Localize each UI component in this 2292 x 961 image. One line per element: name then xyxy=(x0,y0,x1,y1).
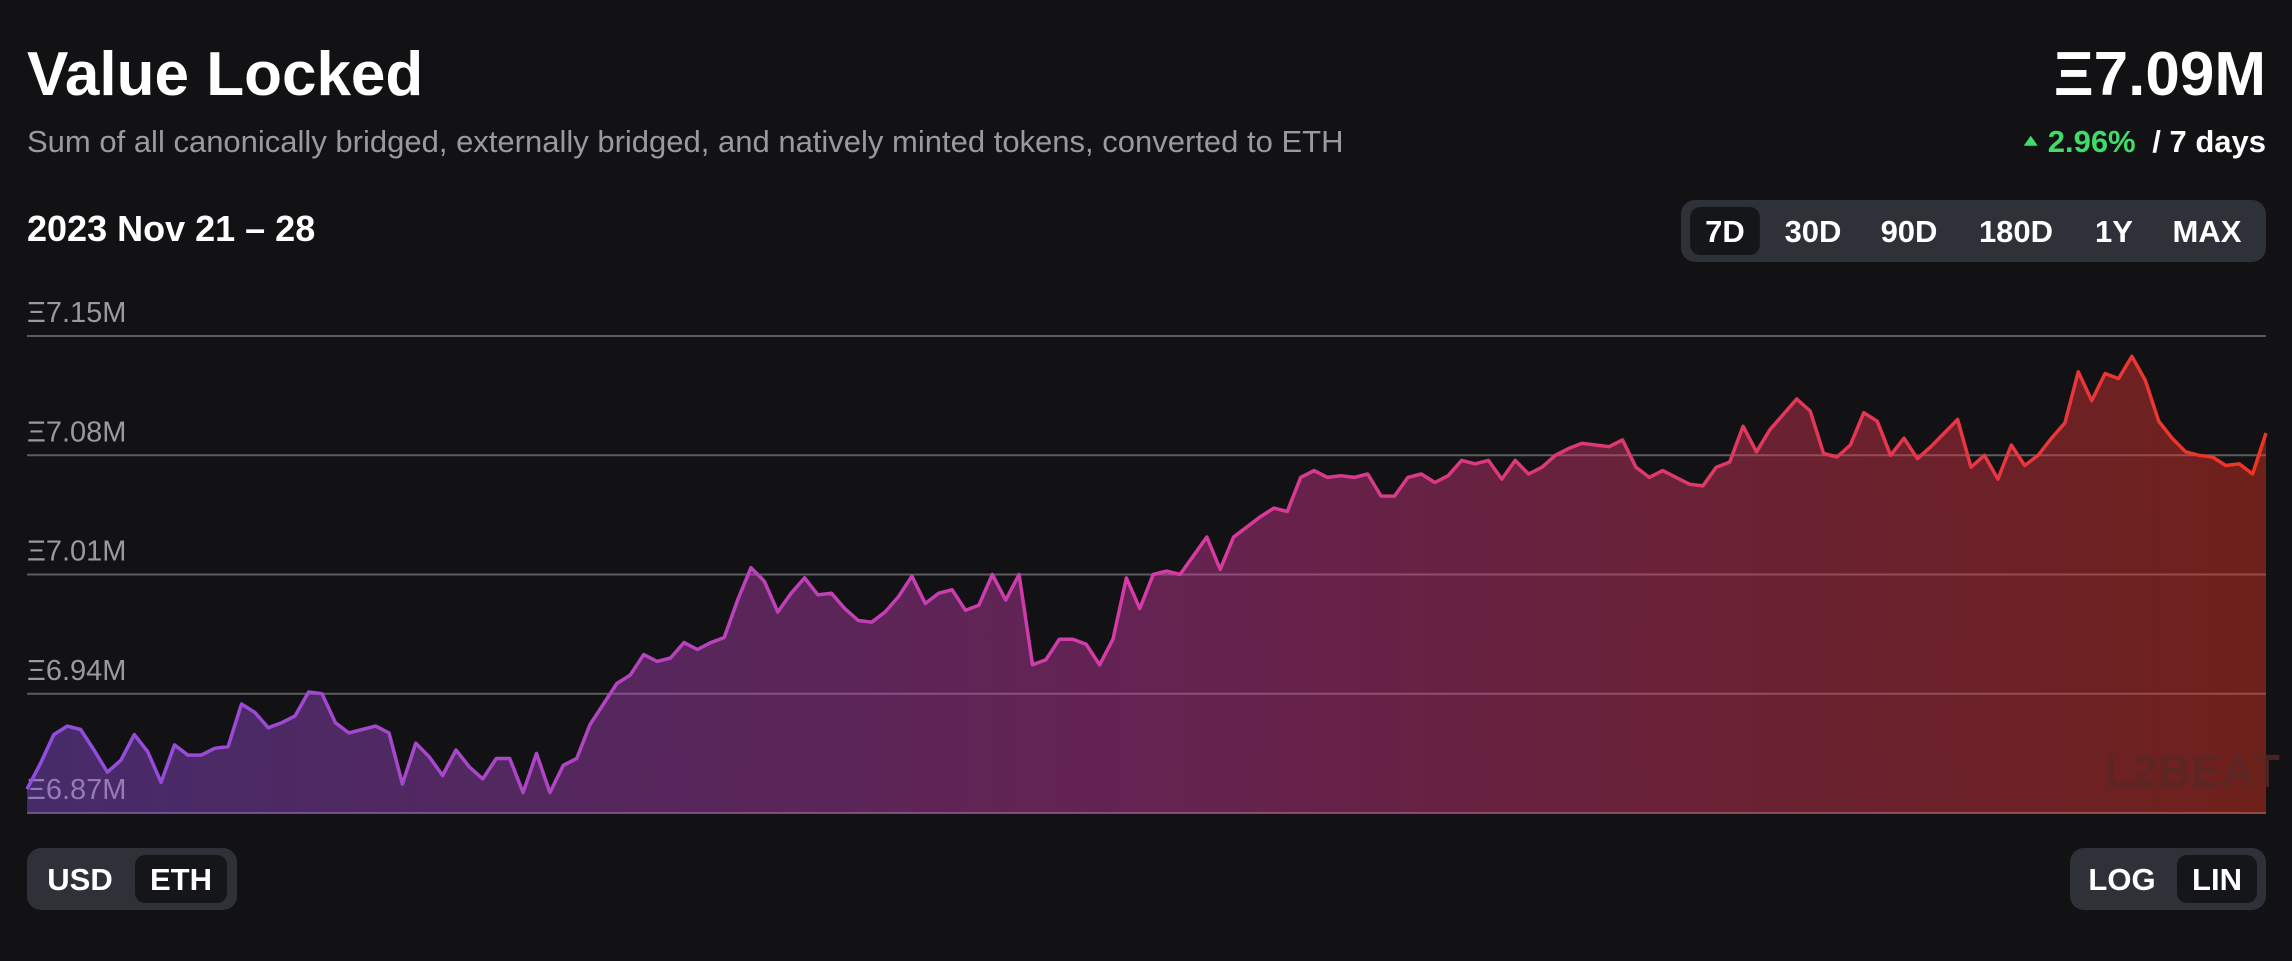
area-line xyxy=(25,354,2268,795)
total-value: Ξ7.09M xyxy=(2054,40,2266,109)
active-button[interactable] xyxy=(1690,207,1760,255)
toggle-button[interactable]: MAX xyxy=(2173,214,2242,249)
toggle-button[interactable]: USD xyxy=(47,862,112,897)
y-tick-label: Ξ7.08M xyxy=(27,416,126,448)
toggle-button[interactable]: LOG xyxy=(2088,862,2155,897)
y-tick-label: Ξ7.15M xyxy=(27,297,126,329)
y-tick-label: Ξ7.01M xyxy=(27,536,126,568)
area-fill xyxy=(27,356,2266,813)
change-value: 2.96% xyxy=(2048,124,2136,159)
change-period: / 7 days xyxy=(2152,124,2266,159)
subtitle: Sum of all canonically bridged, external… xyxy=(27,124,1344,159)
title: Value Locked xyxy=(27,40,423,109)
y-tick-label: Ξ6.94M xyxy=(27,655,126,687)
active-button[interactable] xyxy=(135,855,227,903)
toggle-button[interactable]: 7D xyxy=(1705,214,1745,249)
toggle-button[interactable]: 180D xyxy=(1979,214,2053,249)
toggle-button[interactable]: 30D xyxy=(1785,214,1842,249)
buttons: 7D 30D 90D 180D 1Y MAX USD ETH LOG LIN xyxy=(27,200,2266,910)
change-line: 2.96% / 7 days xyxy=(2048,124,2266,159)
up-arrow xyxy=(2023,135,2038,146)
active-button[interactable] xyxy=(2177,855,2257,903)
watermark: L2BEAT xyxy=(2104,745,2280,797)
toggle-button[interactable]: LIN xyxy=(2192,862,2242,897)
toggle-button[interactable]: ETH xyxy=(150,862,212,897)
toggle-button[interactable]: 1Y xyxy=(2095,214,2133,249)
button-group xyxy=(1681,200,2266,262)
toggle-button[interactable]: 90D xyxy=(1881,214,1938,249)
date-range: 2023 Nov 21 – 28 xyxy=(27,208,315,249)
